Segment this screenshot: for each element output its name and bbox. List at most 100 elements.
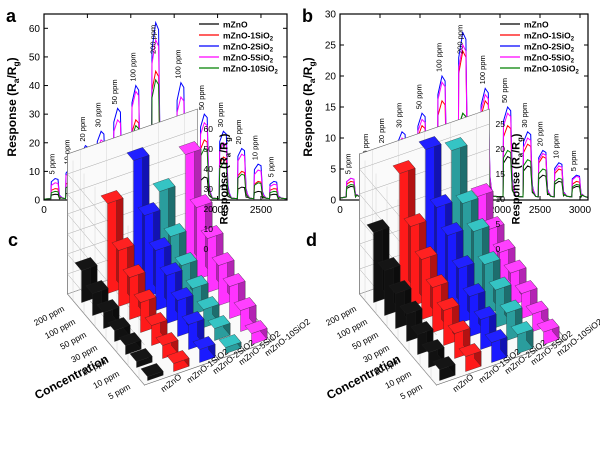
y-label-sub2: g [11,61,21,66]
bar-top [525,300,549,315]
panel-letter: d [306,230,317,250]
bar [218,333,242,354]
bar [192,335,216,363]
y-tick-label: 15 [325,103,337,114]
legend-label: mZnO-10SiO2 [524,64,579,76]
concentration-label: 30 ppm [94,102,103,127]
concentration-label: 100 ppm [128,52,137,81]
bar-top [462,283,486,297]
concentration-label: 50 ppm [415,84,424,109]
concentration-label: 50 ppm [500,78,509,103]
bar-top [152,178,176,192]
bar-top [126,147,150,161]
legend-name: mZnO-1SiO [223,31,270,41]
bar-top [466,218,490,232]
y-label-mid: /R [5,66,19,78]
bar-top [163,223,187,237]
bar-top [170,287,194,301]
legend-name: mZnO-2SiO [524,42,571,52]
x-tick-label: 2500 [529,205,552,216]
bar-top [159,262,183,276]
bar-top [444,137,468,151]
bar-top [503,259,527,274]
y-tick-label: 10 [325,134,337,145]
bar-top [536,318,560,333]
bar-top [492,239,516,253]
legend-label: mZnO-5SiO2 [223,53,274,65]
concentration-label: 100 ppm [173,49,182,78]
legend-name: mZnO [223,20,248,30]
legend-name: mZnO-10SiO [524,64,576,74]
bar-top [455,190,479,204]
concentration-label: 30 ppm [216,102,225,127]
z-axis-label: Response (Ra/Rg) [219,133,233,224]
bar-top [366,219,390,233]
y-label-end: ) [5,57,19,61]
bar-top [510,321,534,335]
x-tick-label: 2000 [489,205,512,216]
bar-top [473,306,497,320]
bar-top [207,315,231,329]
bar-top [100,190,124,204]
x-tick-label: 2500 [250,205,273,216]
legend-label: mZnO-1SiO2 [223,31,274,43]
bar [432,355,456,381]
legend-sub: 2 [270,59,274,65]
bar-top [451,255,475,269]
legend-sub: 2 [270,48,274,54]
z-label-end: ) [219,133,231,137]
panel-letter: b [302,6,313,26]
bar-top [211,252,235,266]
concentration-label: 10 ppm [62,139,71,164]
bar [536,318,560,345]
bar-top [129,348,153,362]
bar-top [447,320,471,334]
z-tick-label: 10 [204,224,214,234]
z-tick-label: 20 [496,144,506,154]
x-tick-label: 0 [337,205,343,216]
bar-top [484,329,508,343]
bar-top [429,194,453,208]
y-tick-label: 25 [325,41,337,52]
category-label: 5 ppm [398,381,424,401]
bar-top [477,251,501,265]
bar [244,319,268,345]
y-tick-label: 50 [29,52,41,63]
y-axis-label: Response (Ra/Rg) [5,57,21,156]
x-tick-label: 2000 [206,205,229,216]
y-label-mid: /R [301,66,315,78]
bar [166,349,190,372]
z-tick-label: 20 [204,204,214,214]
concentration-label: 50 ppm [110,79,119,104]
z-label-mid: /R [511,142,523,153]
z-tick-label: 30 [204,184,214,194]
concentration-label: 20 ppm [234,119,243,144]
z-tick-label: 60 [204,124,214,134]
y-label-end: ) [301,57,315,61]
concentration-label: 10 ppm [251,135,260,160]
z-label-sub: a [516,152,525,157]
bar [484,328,508,363]
bar-top [388,280,412,294]
y-tick-label: 0 [330,196,336,207]
bar-top [155,332,179,346]
legend-name: mZnO-10SiO [223,64,275,74]
bar-top [196,296,220,310]
bar-top [222,273,246,287]
concentration-label: 10 ppm [551,134,560,159]
concentration-label: 100 ppm [435,43,444,72]
y-tick-label: 10 [29,167,41,178]
x-tick-label: 0 [41,205,47,216]
y-tick-label: 20 [29,138,41,149]
legend-label: mZnO [524,20,549,30]
z-tick-label: 0 [204,244,209,254]
bar-top [432,356,456,370]
z-tick-label: 50 [204,144,214,154]
bar-top [174,252,198,266]
bar-top [414,246,438,260]
category-label: 5 ppm [106,381,132,401]
z-label-mid: /R [219,142,231,153]
legend-sub: 2 [571,37,575,43]
bar-top [421,339,445,353]
bar-top [425,274,449,288]
